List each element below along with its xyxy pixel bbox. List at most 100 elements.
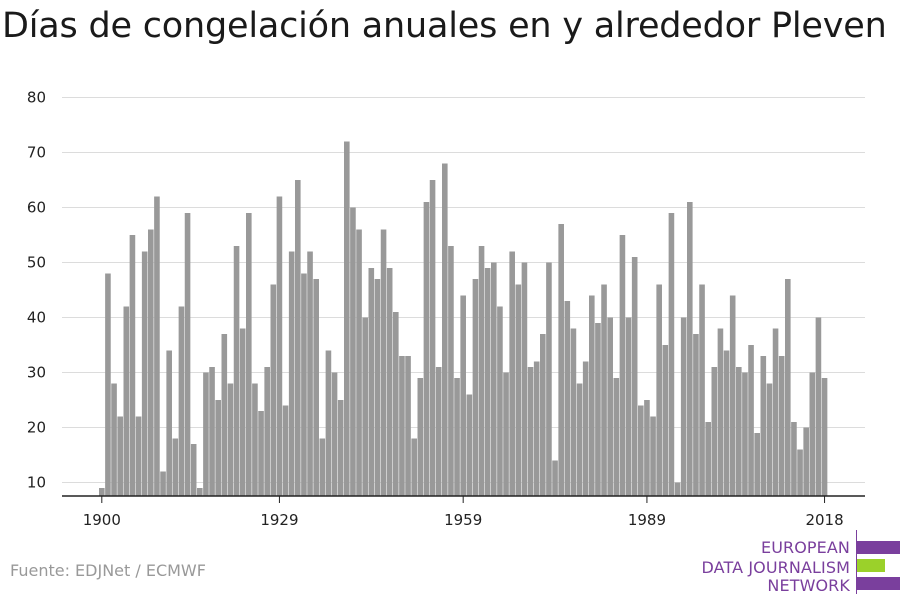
bar-1920 bbox=[221, 334, 228, 496]
logo-text-network: NETWORK bbox=[767, 576, 850, 595]
bar-1994 bbox=[674, 482, 681, 496]
bar-1912 bbox=[172, 438, 179, 496]
bar-2002 bbox=[723, 350, 730, 496]
bar-2016 bbox=[809, 372, 816, 496]
bar-1977 bbox=[570, 328, 577, 496]
bar-1928 bbox=[270, 284, 277, 496]
bar-1989 bbox=[644, 400, 650, 496]
logo-divider bbox=[856, 530, 857, 594]
bar-1901 bbox=[105, 273, 111, 496]
bar-1930 bbox=[282, 405, 289, 496]
bar-1998 bbox=[699, 284, 705, 496]
bars bbox=[99, 141, 828, 496]
x-tick-label-1989: 1989 bbox=[628, 511, 666, 529]
bar-1981 bbox=[595, 323, 601, 496]
y-tick-label-30: 30 bbox=[27, 364, 46, 382]
bar-1996 bbox=[687, 202, 693, 496]
bar-1985 bbox=[619, 235, 626, 496]
bar-1950 bbox=[405, 356, 411, 496]
bar-1955 bbox=[435, 367, 442, 496]
bar-2017 bbox=[815, 317, 822, 496]
bar-1983 bbox=[607, 317, 613, 496]
bar-1941 bbox=[350, 207, 356, 496]
bar-1958 bbox=[454, 378, 460, 496]
bar-1997 bbox=[693, 334, 699, 496]
bar-1963 bbox=[484, 268, 491, 496]
bar-1962 bbox=[478, 246, 485, 496]
bar-1904 bbox=[123, 306, 130, 496]
bar-1937 bbox=[325, 350, 332, 496]
bar-1923 bbox=[239, 328, 246, 496]
bar-1931 bbox=[288, 251, 295, 496]
bar-2013 bbox=[791, 422, 797, 496]
y-tick-label-50: 50 bbox=[27, 254, 46, 272]
bar-1926 bbox=[258, 411, 264, 496]
bar-1911 bbox=[166, 350, 172, 496]
x-tick-label-1959: 1959 bbox=[444, 511, 482, 529]
bar-1980 bbox=[589, 295, 595, 496]
logo-text-european: EUROPEAN bbox=[760, 538, 850, 557]
bar-1968 bbox=[515, 284, 522, 496]
bar-1975 bbox=[558, 224, 564, 496]
bar-1987 bbox=[631, 257, 638, 496]
bar-1964 bbox=[491, 262, 497, 496]
bar-1984 bbox=[613, 378, 620, 496]
bar-1956 bbox=[442, 163, 448, 496]
bar-1903 bbox=[117, 416, 123, 496]
y-tick-label-20: 20 bbox=[27, 419, 46, 437]
bar-1951 bbox=[411, 438, 417, 496]
bar-1939 bbox=[337, 400, 344, 496]
bar-1927 bbox=[264, 367, 270, 496]
bar-1917 bbox=[203, 372, 209, 496]
bar-1960 bbox=[466, 394, 473, 496]
bar-1935 bbox=[313, 279, 319, 496]
bar-2015 bbox=[803, 427, 809, 496]
bar-1922 bbox=[233, 246, 240, 496]
y-tick-label-70: 70 bbox=[27, 144, 46, 162]
logo-bar-purple-top bbox=[857, 541, 900, 554]
bar-1976 bbox=[564, 301, 571, 496]
bar-1907 bbox=[141, 251, 148, 496]
bar-1925 bbox=[252, 383, 258, 496]
edjnet-logo[interactable]: EUROPEAN DATA JOURNALISM NETWORK bbox=[700, 530, 900, 600]
bar-2005 bbox=[742, 372, 748, 496]
bar-1954 bbox=[429, 180, 436, 496]
y-axis-ticks: 10 20 30 40 50 60 70 80 bbox=[27, 89, 46, 492]
bar-2010 bbox=[772, 328, 779, 496]
bar-1940 bbox=[344, 141, 350, 496]
bar-1952 bbox=[417, 378, 424, 496]
bar-1932 bbox=[295, 180, 301, 496]
bar-2014 bbox=[797, 449, 803, 496]
bar-1967 bbox=[509, 251, 515, 496]
bar-1916 bbox=[197, 488, 203, 496]
y-tick-label-80: 80 bbox=[27, 89, 46, 107]
logo-bar-purple-bottom bbox=[857, 577, 900, 590]
bar-1978 bbox=[576, 383, 583, 496]
bar-1943 bbox=[362, 317, 368, 496]
x-tick-label-2018: 2018 bbox=[805, 511, 843, 529]
bar-1961 bbox=[472, 279, 479, 496]
bar-1946 bbox=[380, 229, 387, 496]
bar-1918 bbox=[209, 367, 215, 496]
bar-1921 bbox=[227, 383, 234, 496]
bar-1909 bbox=[154, 196, 160, 496]
bar-1971 bbox=[533, 361, 540, 496]
bar-1993 bbox=[668, 213, 675, 496]
bar-2003 bbox=[729, 295, 736, 496]
bar-1933 bbox=[301, 273, 307, 496]
chart-title: Días de congelación anuales en y alreded… bbox=[2, 6, 887, 46]
source-note: Fuente: EDJNet / ECMWF bbox=[10, 561, 206, 580]
bar-1944 bbox=[368, 268, 375, 496]
bar-1947 bbox=[386, 268, 393, 496]
bar-1990 bbox=[650, 416, 656, 496]
bar-1919 bbox=[215, 400, 221, 496]
bar-2011 bbox=[778, 356, 785, 496]
bar-2000 bbox=[711, 367, 718, 496]
bar-2006 bbox=[748, 345, 754, 496]
bar-1948 bbox=[393, 312, 399, 496]
x-tick-label-1929: 1929 bbox=[260, 511, 298, 529]
x-axis-ticks: 1900 1929 1959 1989 2018 bbox=[83, 496, 844, 529]
bar-1936 bbox=[319, 438, 326, 496]
x-tick-label-1900: 1900 bbox=[83, 511, 121, 529]
